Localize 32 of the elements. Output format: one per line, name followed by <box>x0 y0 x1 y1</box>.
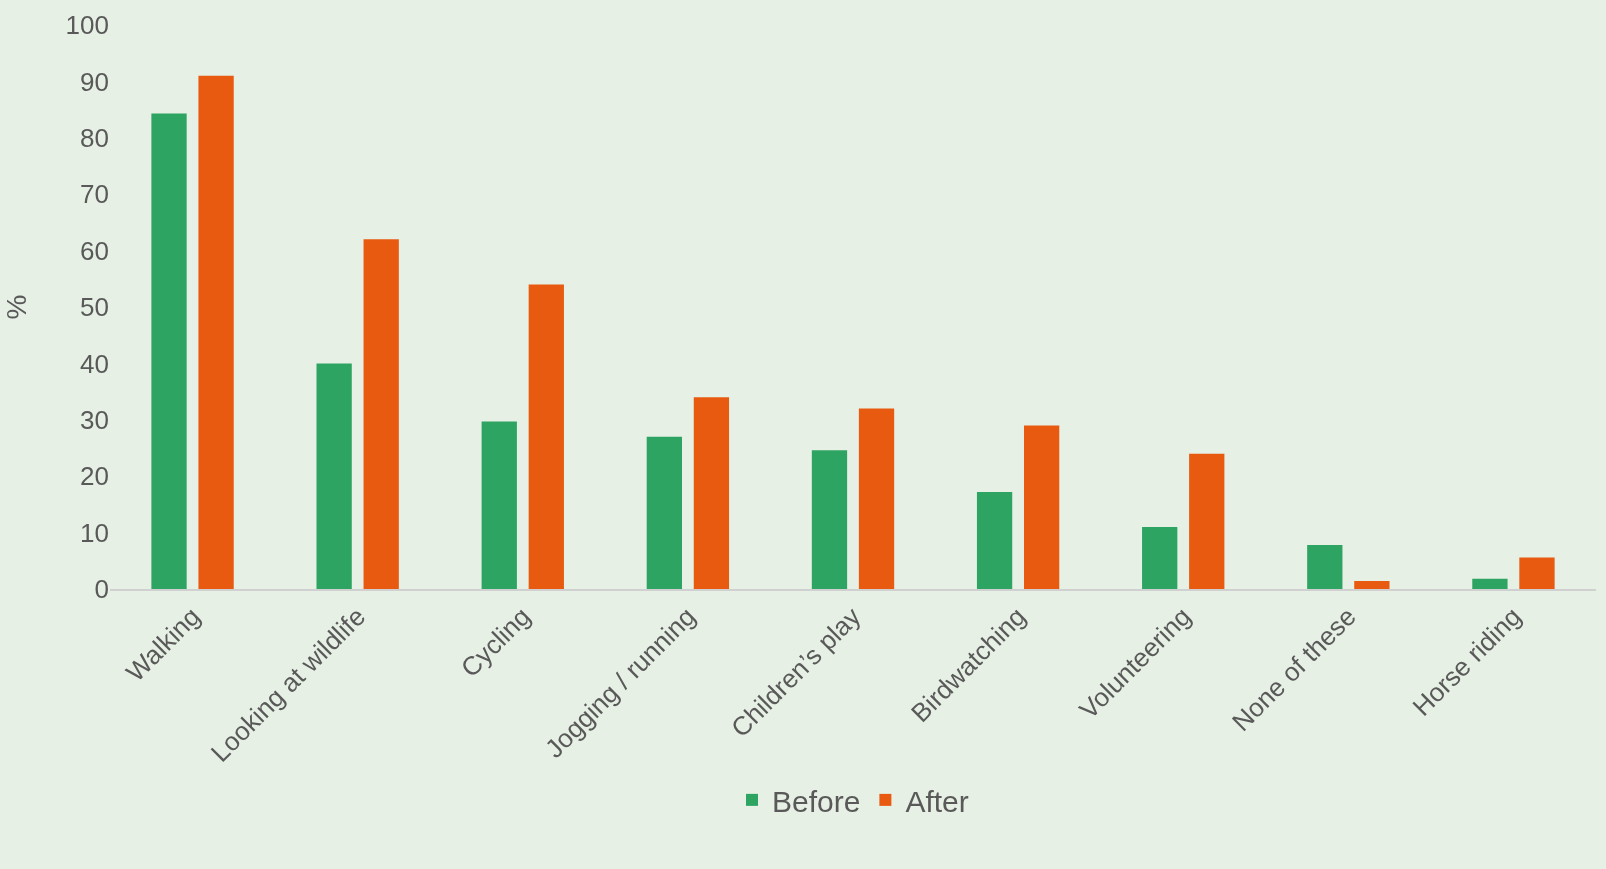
y-axis-title: % <box>1 294 33 320</box>
bar <box>1142 526 1178 589</box>
y-tick-label: 0 <box>94 574 109 605</box>
bar <box>1189 453 1225 589</box>
bar <box>811 450 848 589</box>
bar <box>1023 425 1060 589</box>
bar <box>1519 557 1555 589</box>
legend-label: After <box>905 784 969 818</box>
bar <box>198 75 234 589</box>
legend-label: Before <box>772 784 861 818</box>
y-tick-label: 100 <box>65 10 109 41</box>
y-tick-label: 20 <box>80 461 109 492</box>
y-tick-label: 50 <box>80 292 109 323</box>
bar <box>316 363 352 589</box>
y-tick-label: 80 <box>80 122 109 153</box>
y-tick-label: 70 <box>80 179 109 210</box>
bar <box>1472 578 1508 589</box>
y-tick-label: 10 <box>80 517 109 548</box>
bar <box>858 408 895 589</box>
bar <box>1354 581 1390 589</box>
bar <box>646 436 683 589</box>
bar <box>481 421 517 589</box>
y-tick-label: 60 <box>80 235 109 266</box>
bar <box>693 397 730 589</box>
bar <box>151 113 187 589</box>
bar <box>1307 545 1343 589</box>
y-tick-label: 90 <box>80 66 109 97</box>
bar <box>528 284 564 589</box>
y-tick-label: 30 <box>80 404 109 435</box>
y-tick-label: 40 <box>80 348 109 379</box>
bar <box>976 491 1013 589</box>
bar <box>363 239 399 589</box>
